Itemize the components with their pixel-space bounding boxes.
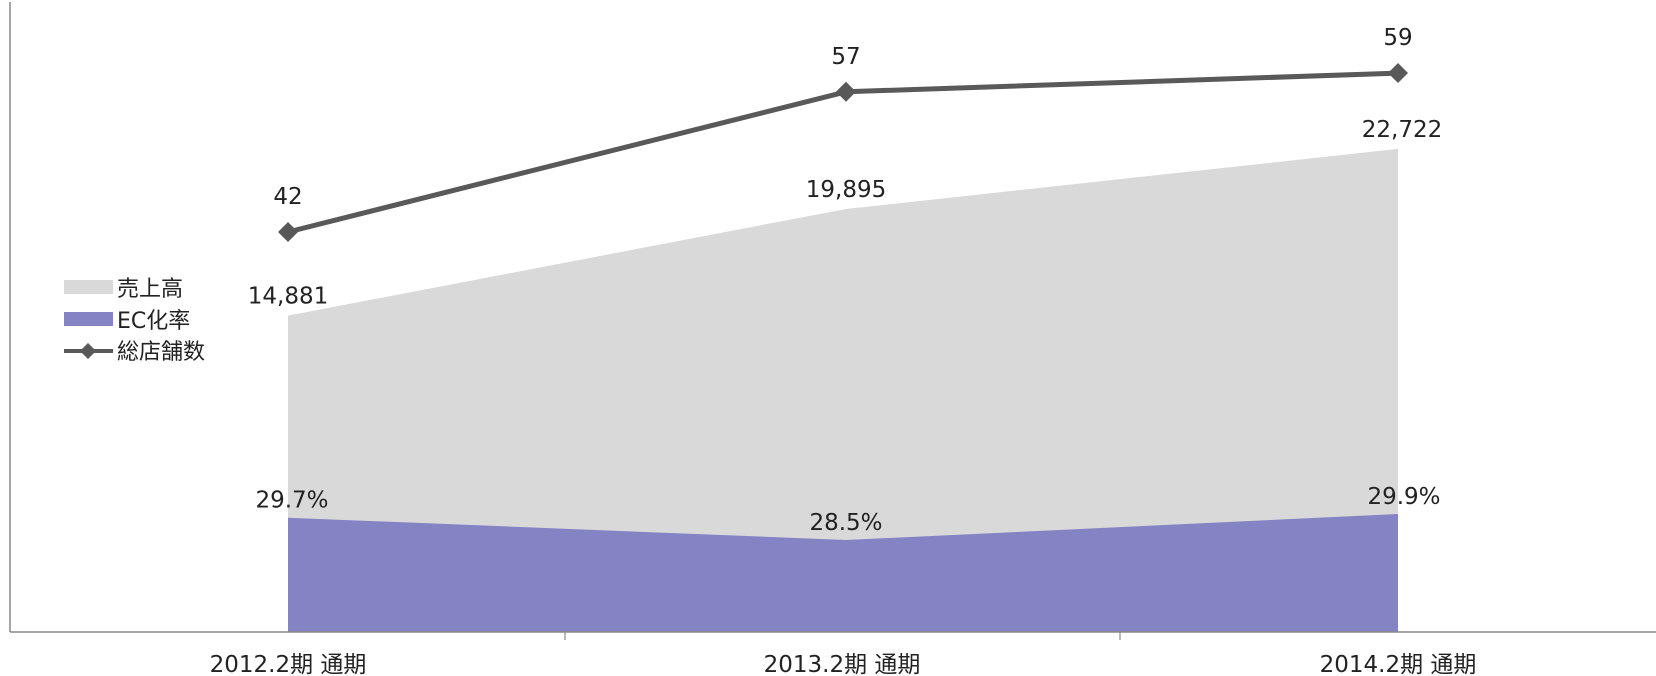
legend-diamond-icon <box>80 343 96 359</box>
sales-data-label: 14,881 <box>248 284 328 310</box>
stores-marker <box>1388 63 1408 84</box>
x-tick-label: 2014.2期 通期 <box>1320 652 1477 676</box>
legend-swatch-ec-rate <box>64 312 113 326</box>
legend-label-sales: 売上高 <box>117 277 183 302</box>
sales-area <box>288 148 1398 632</box>
legend-label-stores: 総店舗数 <box>117 340 205 365</box>
axes <box>9 2 1656 640</box>
ec-rate-data-label: 29.7% <box>255 488 328 514</box>
sales-data-label: 19,895 <box>806 177 886 203</box>
stores-data-label: 42 <box>273 184 302 210</box>
stores-marker <box>836 81 856 102</box>
x-tick-label: 2013.2期 通期 <box>764 652 921 676</box>
stores-data-label: 57 <box>831 44 860 70</box>
stores-marker <box>278 222 298 242</box>
sales-data-label: 22,722 <box>1362 117 1442 143</box>
plot-areas <box>288 148 1398 632</box>
legend: 売上高 EC化率 総店舗数 <box>64 277 205 365</box>
data-labels: 2012.2期 通期 2013.2期 通期 2014.2期 通期 14,881 1… <box>210 25 1477 676</box>
ec-rate-data-label: 28.5% <box>809 510 882 536</box>
stores-data-label: 59 <box>1383 25 1412 51</box>
ec-rate-area <box>288 514 1398 632</box>
line-series <box>278 63 1408 242</box>
legend-label-ec-rate: EC化率 <box>117 309 190 334</box>
legend-swatch-sales <box>64 280 113 294</box>
x-tick-label: 2012.2期 通期 <box>210 652 367 676</box>
ec-rate-data-label: 29.9% <box>1367 484 1440 510</box>
